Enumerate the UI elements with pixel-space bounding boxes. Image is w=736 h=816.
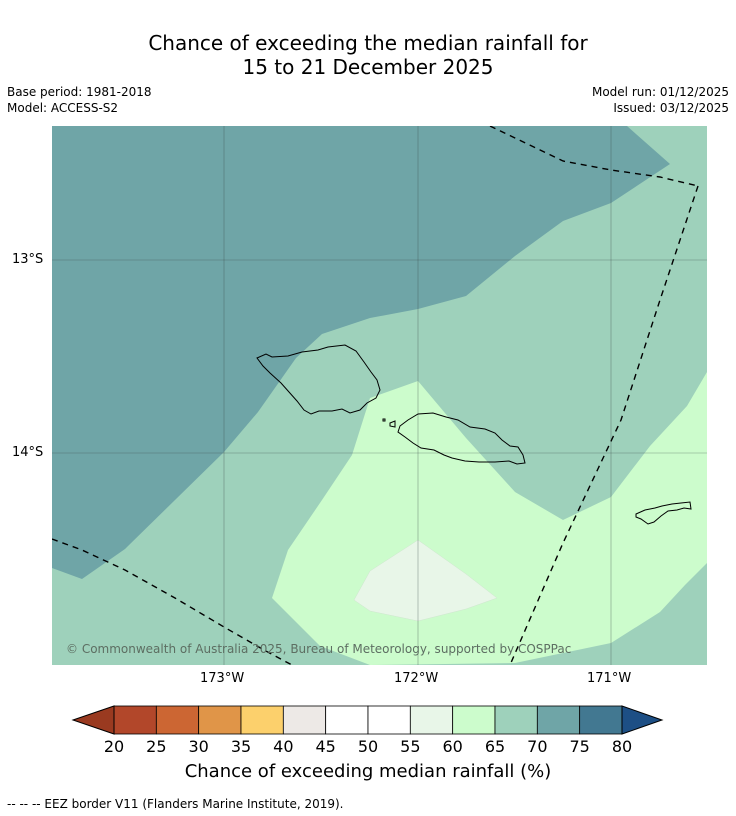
manono-island <box>389 420 396 428</box>
meta-right: Model run: 01/12/2025 Issued: 03/12/2025 <box>592 84 729 116</box>
colorbar-segment <box>113 705 157 735</box>
eez-border-east <box>509 185 699 665</box>
map-area: © Commonwealth of Australia 2025, Bureau… <box>52 126 707 665</box>
colorbar-segment <box>494 705 538 735</box>
colorbar-over-arrow <box>621 705 664 735</box>
tutuila-island <box>635 501 692 525</box>
colorbar-segment <box>282 705 327 735</box>
base-period-text: Base period: 1981-2018 <box>7 85 152 99</box>
title-line-2: 15 to 21 December 2025 <box>242 55 494 79</box>
eez-border-southwest <box>52 538 293 665</box>
colorbar-tick-label: 50 <box>357 737 379 756</box>
title-line-1: Chance of exceeding the median rainfall … <box>148 31 588 55</box>
colorbar-segment <box>198 705 242 735</box>
colorbar-segment <box>155 705 200 735</box>
lat-label-13s: 13°S <box>12 252 44 267</box>
issued-text: Issued: 03/12/2025 <box>613 101 729 115</box>
colorbar-segment <box>409 705 454 735</box>
colorbar-segment <box>325 705 369 735</box>
lat-label-14s: 14°S <box>12 445 44 460</box>
colorbar-tick-label: 25 <box>146 737 167 756</box>
eez-borders <box>52 126 699 665</box>
colorbar-tick-label: 65 <box>484 737 506 756</box>
colorbar-tick-label: 55 <box>400 737 421 756</box>
colorbar-under-arrow <box>71 705 115 735</box>
colorbar-segment <box>452 705 496 735</box>
colorbar-tick-label: 35 <box>230 737 252 756</box>
model-run-text: Model run: 01/12/2025 <box>591 85 729 99</box>
meta-left: Base period: 1981-2018 Model: ACCESS-S2 <box>7 84 152 116</box>
lon-label-173w: 173°W <box>200 671 245 686</box>
eez-footnote: -- -- -- EEZ border V11 (Flanders Marine… <box>7 797 344 811</box>
model-text: Model: ACCESS-S2 <box>7 101 119 115</box>
savaii-island <box>256 344 381 415</box>
colorbar-segment <box>536 705 581 735</box>
colorbar-segments <box>113 705 623 735</box>
colorbar-tick-label: 30 <box>188 737 209 756</box>
copyright-text: © Commonwealth of Australia 2025, Bureau… <box>66 642 571 656</box>
colorbar-segment <box>579 705 623 735</box>
colorbar-title: Chance of exceeding median rainfall (%) <box>184 761 552 782</box>
colorbar-tick-label: 40 <box>273 737 294 756</box>
colorbar-tick-label: 80 <box>611 737 633 756</box>
colorbar-tick-label: 60 <box>442 737 463 756</box>
region-55-60 <box>353 539 498 622</box>
colorbar-tick-label: 20 <box>103 737 125 756</box>
colorbar-segment <box>367 705 411 735</box>
gridlines <box>52 126 707 665</box>
colorbar <box>71 705 664 735</box>
islands <box>256 344 692 525</box>
chart-title: Chance of exceeding the median rainfall … <box>0 31 736 79</box>
apolima-island <box>382 418 386 422</box>
lon-label-171w: 171°W <box>587 671 632 686</box>
colorbar-tick-label: 45 <box>315 737 336 756</box>
colorbar-tick-label: 75 <box>569 737 590 756</box>
upolu-island <box>397 412 526 465</box>
eez-border-north <box>489 126 699 187</box>
colorbar-tick-label: 70 <box>527 737 548 756</box>
colorbar-segment <box>240 705 284 735</box>
lon-label-172w: 172°W <box>394 671 439 686</box>
